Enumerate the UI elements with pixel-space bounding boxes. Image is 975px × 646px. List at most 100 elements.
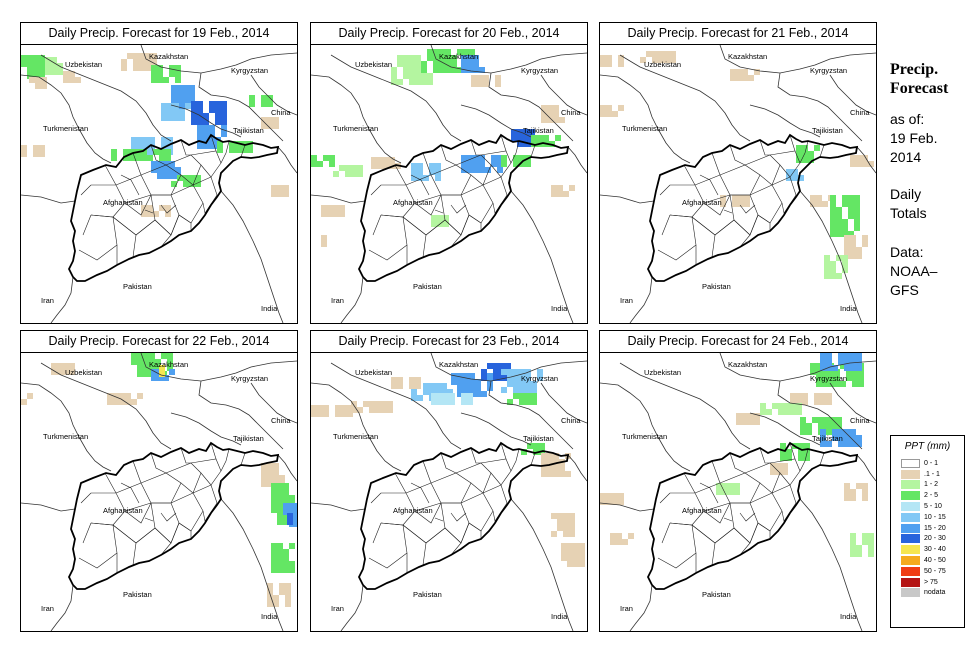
province-border: [78, 214, 118, 261]
afghanistan-border: [67, 441, 280, 590]
afghanistan-border: [357, 133, 570, 282]
country-label-tajikistan: Tajikistan: [523, 126, 554, 135]
precip-cell: [427, 55, 433, 61]
precip-cell: [345, 171, 351, 177]
precip-cell: [33, 67, 39, 73]
precip-cell: [832, 365, 838, 371]
precip-cell: [63, 77, 69, 83]
precip-cell: [167, 353, 173, 359]
precip-cell: [838, 441, 844, 447]
precip-cell: [475, 379, 481, 385]
legend-swatch: [901, 577, 920, 587]
precip-cell: [600, 105, 606, 111]
precip-cell: [563, 513, 569, 519]
precip-cell: [818, 417, 824, 423]
precip-cell: [441, 383, 447, 389]
precip-cell: [541, 117, 547, 123]
precip-cell: [171, 97, 177, 103]
precip-cell: [33, 73, 39, 79]
precip-cell: [796, 409, 802, 415]
country-border: [250, 382, 297, 424]
precip-cell: [529, 129, 535, 135]
precip-cell: [563, 519, 569, 525]
precip-cell: [618, 493, 624, 499]
precip-cell: [790, 399, 796, 405]
precip-cell: [41, 83, 47, 89]
precip-cell: [513, 155, 519, 161]
precip-cell: [463, 385, 469, 391]
precip-cell: [760, 403, 766, 409]
legend-swatch: [901, 502, 920, 512]
precip-cell: [738, 195, 744, 201]
precip-cell: [830, 207, 836, 213]
precip-cell: [836, 231, 842, 237]
precip-cell: [271, 185, 277, 191]
precip-cell: [573, 543, 579, 549]
precip-cell: [487, 363, 493, 369]
province-border: [749, 184, 783, 224]
province-border: [132, 144, 167, 176]
precip-cell: [27, 393, 33, 399]
precip-cell: [461, 399, 467, 405]
precip-cell: [557, 513, 563, 519]
panel-title: Daily Precip. Forecast for 23 Feb., 2014: [311, 331, 587, 353]
precip-cell: [754, 419, 760, 425]
as-of-date: 19 Feb.: [890, 130, 938, 146]
country-border: [749, 412, 821, 446]
precip-cell: [273, 469, 279, 475]
precip-cell: [834, 381, 840, 387]
precip-map: Kazakhstan Uzbekistan Kyrgyzstan China Turkm…: [600, 45, 876, 323]
precip-cell: [616, 533, 622, 539]
precip-cell: [277, 513, 283, 519]
country-label-afghanistan: Afghanistan: [393, 198, 433, 207]
precip-cell: [579, 555, 585, 561]
precip-cell: [824, 273, 830, 279]
precip-cell: [850, 235, 856, 241]
precip-cell: [423, 389, 429, 395]
precip-cell: [842, 195, 848, 201]
precip-cell: [221, 119, 227, 125]
precip-cell: [129, 149, 135, 155]
precip-cell: [469, 385, 475, 391]
precip-cell: [157, 77, 163, 83]
precip-cell: [283, 185, 289, 191]
precip-cell: [481, 375, 487, 381]
precip-cell: [521, 449, 527, 455]
precip-cell: [391, 79, 397, 85]
province-border: [510, 448, 536, 472]
precip-cell: [151, 161, 157, 167]
precip-cell: [261, 117, 267, 123]
precip-cell: [531, 135, 537, 141]
precip-cell: [439, 67, 445, 73]
precip-cell: [836, 273, 842, 279]
precip-cell: [51, 369, 57, 375]
precip-cell: [431, 399, 437, 405]
precip-cell: [429, 383, 435, 389]
precip-cell: [760, 409, 766, 415]
precip-cell: [151, 65, 157, 71]
province-border: [771, 484, 797, 522]
precip-cell: [836, 219, 842, 225]
legend-item: 40 - 50: [891, 555, 964, 566]
precip-cell: [177, 97, 183, 103]
country-border: [540, 382, 587, 424]
country-label-china: China: [271, 108, 291, 117]
province-border: [799, 140, 825, 164]
precip-cell: [517, 135, 523, 141]
precip-cell: [261, 463, 267, 469]
legend-swatch: [901, 480, 920, 490]
precip-cell: [143, 371, 149, 377]
precip-cell: [606, 493, 612, 499]
precip-cell: [247, 147, 253, 153]
precip-cell: [51, 63, 57, 69]
afghanistan-border: [67, 133, 280, 282]
precip-cell: [283, 513, 289, 519]
precip-cell: [555, 135, 561, 141]
precip-cell: [497, 161, 503, 167]
precip-cell: [814, 393, 820, 399]
country-label-pakistan: Pakistan: [123, 282, 152, 291]
precip-cell: [249, 101, 255, 107]
precip-cell: [143, 143, 149, 149]
precip-cell: [133, 59, 139, 65]
precip-cell: [111, 155, 117, 161]
